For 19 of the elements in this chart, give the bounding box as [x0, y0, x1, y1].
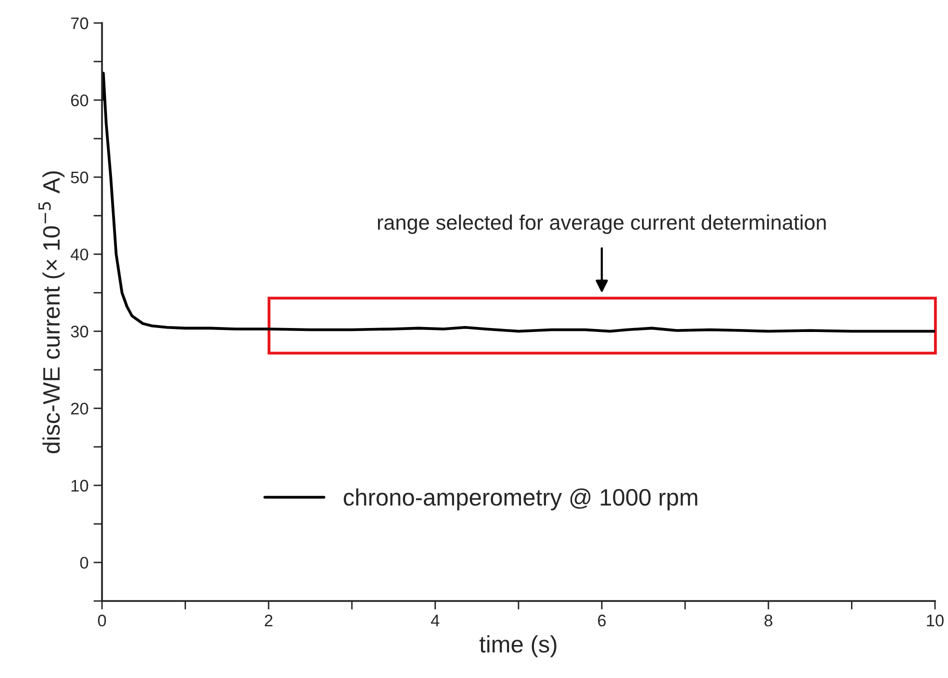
x-tick-label: 0 [98, 614, 106, 626]
x-tick-label: 4 [430, 614, 440, 626]
x-tick-label: 8 [764, 614, 772, 626]
y-tick-label: 50 [70, 172, 88, 184]
x-tick-label: 6 [598, 614, 606, 626]
y-tick-label: 60 [71, 94, 88, 106]
annotation: range selected for average current determination [378, 214, 826, 234]
x-tick-label: 10 [927, 614, 944, 626]
x-axis-title: time (s) [480, 635, 556, 658]
line-series [102, 72, 935, 333]
y-axis-title: disc-WE current (× 10$^{−5}$ A) [38, 171, 64, 454]
x-tick-label: 2 [264, 614, 272, 626]
legend-label: chrono-amperometry @ 1000 rpm [344, 488, 698, 510]
y-tick-label: 30 [70, 326, 88, 338]
y-tick-label: 20 [71, 402, 88, 415]
y-tick-label: 40 [70, 248, 88, 260]
y-tick-label: 0 [80, 556, 88, 569]
y-tick-label: 70 [71, 17, 88, 30]
y-tick-label: 10 [72, 480, 88, 492]
